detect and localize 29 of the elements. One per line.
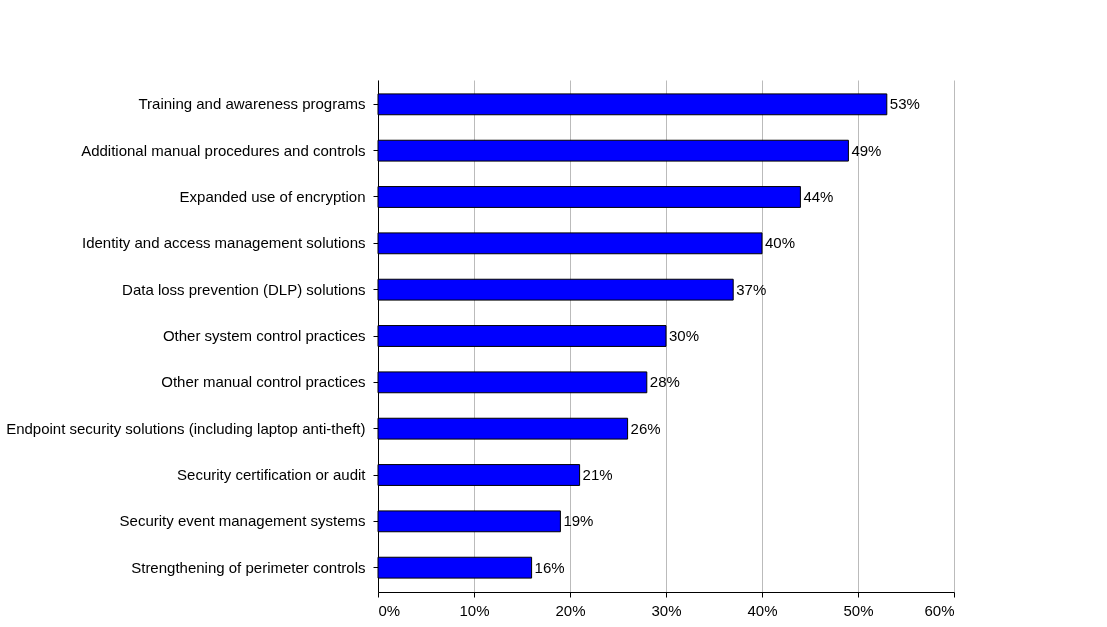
data-label: 16% [534, 558, 565, 576]
y-tick-label: Data loss prevention (DLP) solutions [122, 280, 366, 298]
data-label: 19% [563, 512, 594, 530]
data-label: 44% [803, 188, 834, 205]
x-tick-label: 20% [555, 601, 586, 619]
data-label: 28% [649, 373, 680, 391]
y-tick-label: Training and awareness programs [138, 95, 366, 113]
x-tick-label: 30% [651, 601, 682, 619]
x-tick-label: 0% [378, 601, 401, 619]
y-tick-label: Security event management systems [119, 512, 366, 530]
y-tick-label: Additional manual procedures and controls [81, 141, 366, 159]
data-label: 26% [630, 419, 661, 437]
y-tick-label: Identity and access management solutions [82, 234, 366, 252]
x-tick-label: 60% [924, 601, 955, 619]
data-label: 40% [765, 234, 796, 252]
x-tick-label: 40% [747, 601, 778, 619]
data-label: 37% [736, 280, 767, 298]
y-tick-label: Expanded use of encryption [179, 188, 366, 205]
data-label: 53% [889, 95, 920, 113]
data-label: 30% [669, 327, 700, 344]
x-tick-label: 50% [843, 601, 874, 619]
data-label: 21% [582, 466, 613, 483]
x-tick-label: 10% [459, 601, 490, 619]
y-tick-label: Other system control practices [162, 327, 366, 344]
y-tick-label: Security certification or audit [177, 466, 367, 483]
y-tick-label: Strengthening of perimeter controls [131, 558, 366, 576]
y-tick-label: Other manual control practices [161, 373, 366, 391]
data-label: 49% [851, 141, 882, 159]
y-tick-label: Endpoint security solutions (including laptop anti-theft) [6, 419, 366, 437]
